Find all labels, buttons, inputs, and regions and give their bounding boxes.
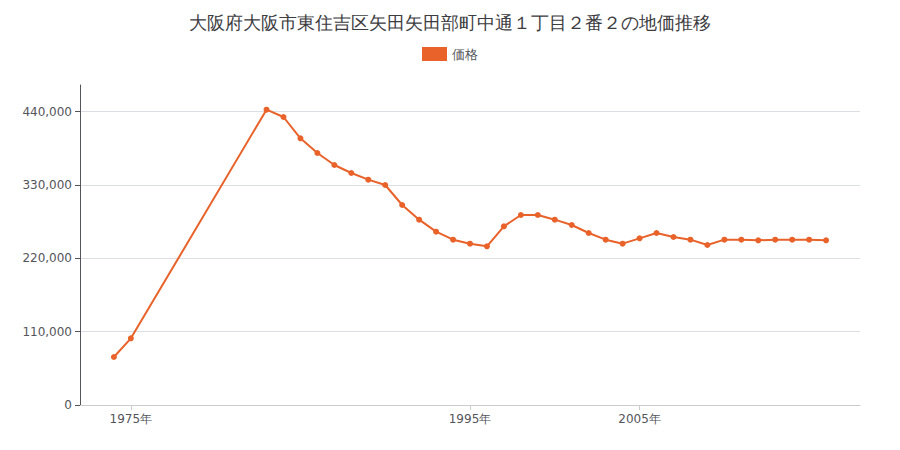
svg-text:220,000: 220,000 xyxy=(22,251,72,265)
svg-text:価格: 価格 xyxy=(452,47,478,62)
svg-text:330,000: 330,000 xyxy=(22,178,72,192)
svg-text:440,000: 440,000 xyxy=(22,105,72,119)
svg-text:1975年: 1975年 xyxy=(110,412,153,426)
svg-text:大阪府大阪市東住吉区矢田矢田部町中通１丁目２番２の地価推移: 大阪府大阪市東住吉区矢田矢田部町中通１丁目２番２の地価推移 xyxy=(189,12,711,33)
svg-text:110,000: 110,000 xyxy=(22,325,72,339)
svg-text:0: 0 xyxy=(64,398,72,412)
svg-text:2005年: 2005年 xyxy=(618,412,661,426)
svg-text:1995年: 1995年 xyxy=(449,412,492,426)
